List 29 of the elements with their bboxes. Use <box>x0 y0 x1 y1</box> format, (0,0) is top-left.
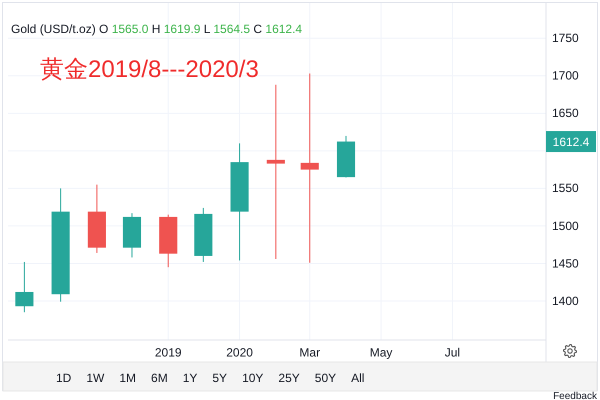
x-tick-label: Jul <box>444 346 460 360</box>
x-tick-label: May <box>370 346 392 360</box>
y-tick-label: 1650 <box>552 106 580 120</box>
text: 5Y <box>212 371 228 385</box>
y-tick-label: 1750 <box>552 31 580 46</box>
x-tick-label: 2020 <box>226 346 254 360</box>
y-tick-label: 1450 <box>552 256 580 270</box>
text: Feedback <box>553 391 598 400</box>
text: 1M <box>119 371 136 385</box>
text: All <box>351 371 364 385</box>
text: 1W <box>86 371 106 385</box>
y-tick-label: 1700 <box>552 68 580 83</box>
text: 1612.4 <box>552 134 590 149</box>
y-tick-label: 1550 <box>552 181 580 196</box>
text: 黄金2019/8---2020/3 <box>40 56 259 83</box>
y-tick-label: 1500 <box>552 218 580 233</box>
candlestick <box>15 261 34 313</box>
x-tick-label: Mar <box>299 346 320 360</box>
text: 50Y <box>314 371 336 385</box>
x-tick-label: 2019 <box>154 346 182 360</box>
candlestick <box>266 84 285 260</box>
annotation: 1612.4 <box>265 22 302 36</box>
text: 6M <box>151 371 168 385</box>
text: 10Y <box>242 371 264 385</box>
text: 1D <box>56 371 72 385</box>
y-tick-label: 1400 <box>552 294 580 308</box>
text: 25Y <box>278 371 300 385</box>
chart-title: Gold (USD/t.oz) O 1565.0 H 1619.9 L 1564.5 C <box>11 22 262 36</box>
text: 1Y <box>182 371 198 385</box>
